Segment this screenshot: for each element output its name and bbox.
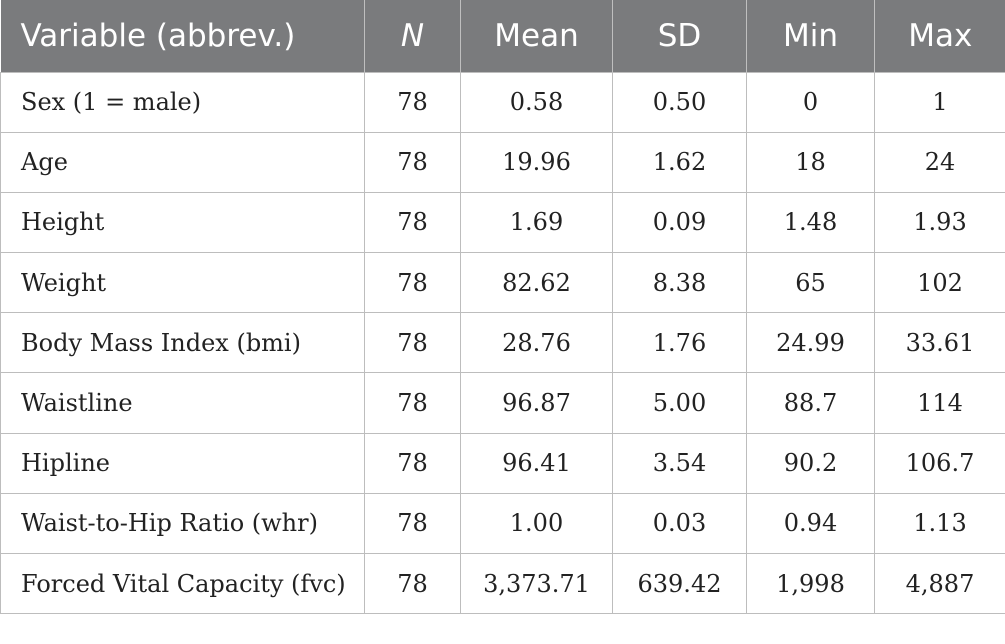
cell-variable: Age	[0, 131, 365, 193]
cell-max: 1	[874, 71, 1005, 133]
cell-max: 1.93	[874, 191, 1005, 254]
cell-min: 1,998	[746, 552, 875, 615]
cell-n: 78	[364, 372, 461, 434]
header-variable: Variable (abbrev.)	[0, 0, 365, 72]
table-row: Waistline 78 96.87 5.00 88.7 114	[0, 372, 1005, 434]
cell-min: 1.48	[746, 191, 875, 254]
cell-sd: 0.09	[612, 191, 747, 254]
table-row: Body Mass Index (bmi) 78 28.76 1.76 24.9…	[0, 312, 1005, 374]
cell-min: 24.99	[746, 312, 875, 374]
cell-sd: 0.03	[612, 492, 747, 555]
table-row: Forced Vital Capacity (fvc) 78 3,373.71 …	[0, 552, 1005, 615]
cell-variable: Sex (1 = male)	[0, 71, 365, 133]
cell-min: 18	[746, 131, 875, 193]
cell-max: 102	[874, 252, 1005, 314]
cell-max: 106.7	[874, 432, 1005, 494]
cell-n: 78	[364, 312, 461, 374]
cell-sd: 0.50	[612, 71, 747, 133]
cell-sd: 8.38	[612, 252, 747, 314]
header-min: Min	[746, 0, 875, 72]
descriptive-statistics-table: Variable (abbrev.) N Mean SD Min Max Sex…	[0, 0, 1005, 615]
cell-max: 4,887	[874, 552, 1005, 615]
cell-variable: Waist-to-Hip Ratio (whr)	[0, 492, 365, 555]
cell-min: 0	[746, 71, 875, 133]
cell-n: 78	[364, 552, 461, 615]
cell-min: 0.94	[746, 492, 875, 555]
cell-sd: 3.54	[612, 432, 747, 494]
cell-mean: 96.41	[460, 432, 613, 494]
cell-n: 78	[364, 191, 461, 254]
cell-mean: 1.69	[460, 191, 613, 254]
cell-mean: 28.76	[460, 312, 613, 374]
cell-max: 1.13	[874, 492, 1005, 555]
cell-max: 114	[874, 372, 1005, 434]
cell-n: 78	[364, 131, 461, 193]
cell-n: 78	[364, 492, 461, 555]
cell-mean: 3,373.71	[460, 552, 613, 615]
cell-sd: 1.62	[612, 131, 747, 193]
cell-sd: 639.42	[612, 552, 747, 615]
cell-sd: 1.76	[612, 312, 747, 374]
cell-n: 78	[364, 432, 461, 494]
header-sd: SD	[612, 0, 747, 72]
cell-max: 24	[874, 131, 1005, 193]
table-row: Waist-to-Hip Ratio (whr) 78 1.00 0.03 0.…	[0, 492, 1005, 555]
cell-max: 33.61	[874, 312, 1005, 374]
cell-variable: Body Mass Index (bmi)	[0, 312, 365, 374]
table-row: Age 78 19.96 1.62 18 24	[0, 131, 1005, 193]
cell-variable: Hipline	[0, 432, 365, 494]
header-max: Max	[874, 0, 1005, 72]
table-row: Weight 78 82.62 8.38 65 102	[0, 252, 1005, 314]
table-row: Sex (1 = male) 78 0.58 0.50 0 1	[0, 71, 1005, 133]
table-body: Sex (1 = male) 78 0.58 0.50 0 1 Age 78 1…	[0, 71, 1005, 615]
header-row: Variable (abbrev.) N Mean SD Min Max	[0, 0, 1005, 72]
cell-variable: Forced Vital Capacity (fvc)	[0, 552, 365, 615]
cell-mean: 19.96	[460, 131, 613, 193]
cell-variable: Height	[0, 191, 365, 254]
cell-min: 88.7	[746, 372, 875, 434]
cell-mean: 82.62	[460, 252, 613, 314]
cell-variable: Waistline	[0, 372, 365, 434]
cell-n: 78	[364, 71, 461, 133]
table-header: Variable (abbrev.) N Mean SD Min Max	[0, 0, 1005, 72]
cell-mean: 1.00	[460, 492, 613, 555]
cell-min: 65	[746, 252, 875, 314]
table-row: Height 78 1.69 0.09 1.48 1.93	[0, 191, 1005, 254]
header-mean: Mean	[460, 0, 613, 72]
cell-variable: Weight	[0, 252, 365, 314]
cell-min: 90.2	[746, 432, 875, 494]
table-row: Hipline 78 96.41 3.54 90.2 106.7	[0, 432, 1005, 494]
cell-sd: 5.00	[612, 372, 747, 434]
cell-mean: 0.58	[460, 71, 613, 133]
cell-mean: 96.87	[460, 372, 613, 434]
cell-n: 78	[364, 252, 461, 314]
header-n: N	[364, 0, 461, 72]
